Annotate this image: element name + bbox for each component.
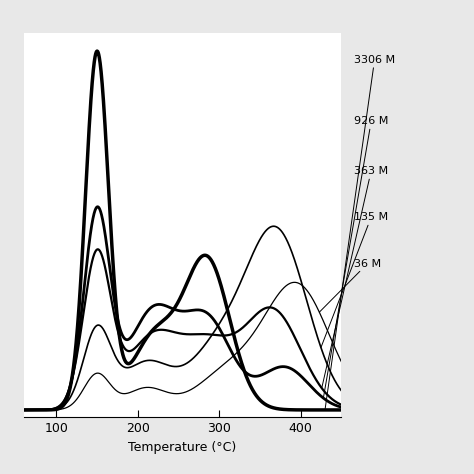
Text: 36 M: 36 M [319, 258, 381, 312]
Text: 363 M: 363 M [322, 166, 388, 388]
Text: 926 M: 926 M [323, 117, 388, 398]
Text: 3306 M: 3306 M [325, 55, 395, 410]
X-axis label: Temperature (°C): Temperature (°C) [128, 440, 237, 454]
Text: 135 M: 135 M [321, 212, 388, 347]
